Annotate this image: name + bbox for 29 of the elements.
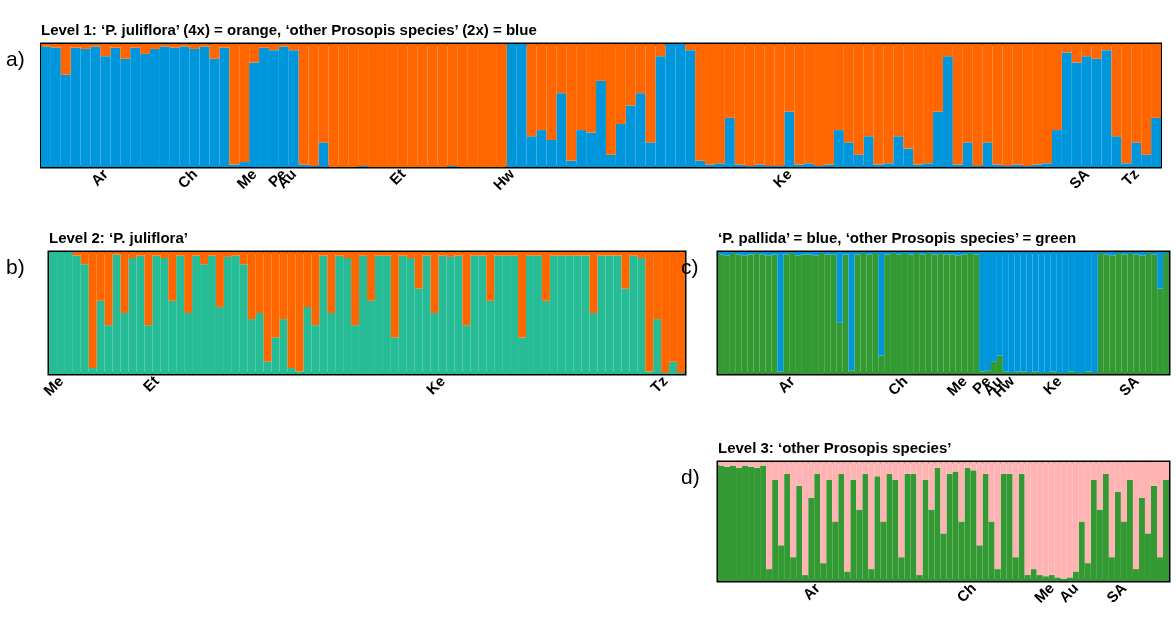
x-tick-label: Tz <box>646 372 671 396</box>
chart-title: ‘P. pallida’ = blue, ‘other Prosopis species’ = green <box>718 229 1077 246</box>
x-tick-label: Ke <box>422 372 449 398</box>
x-tick-label: Ke <box>769 165 795 191</box>
x-tick-label: Me <box>943 372 970 399</box>
x-tick-label: SA <box>1065 165 1093 192</box>
chart-title: Level 2: ‘P. juliflora’ <box>49 229 188 246</box>
x-tick-label: Ch <box>174 165 201 192</box>
x-tick-label: Hw <box>489 164 518 194</box>
x-tick-label: Tz <box>1118 165 1142 189</box>
x-tick-label: SA <box>1115 372 1143 399</box>
x-tick-label: Et <box>385 165 409 188</box>
x-tick-label: SA <box>1102 579 1130 606</box>
chart-title: Level 1: ‘P. juliflora’ (4x) = orange, ‘other Prosopis species’ (2x) = blue <box>41 21 537 38</box>
text: a) <box>6 47 25 71</box>
x-tick-label: Ch <box>884 372 911 399</box>
chart-title: Level 3: ‘other Prosopis species’ <box>718 439 952 456</box>
x-tick-label: Au <box>1055 579 1082 606</box>
x-tick-label: Ar <box>774 372 798 396</box>
x-tick-label: Me <box>39 372 67 399</box>
x-tick-label: Ke <box>1039 372 1065 398</box>
x-tick-label: Ar <box>799 579 823 603</box>
x-tick-label: Me <box>1030 579 1058 606</box>
text: d) <box>681 465 700 489</box>
text: b) <box>6 255 25 279</box>
x-tick-label: Ar <box>87 165 112 189</box>
x-tick-label: Ch <box>953 579 980 606</box>
x-tick-label: Me <box>232 165 260 192</box>
x-tick-label: Et <box>139 372 162 395</box>
